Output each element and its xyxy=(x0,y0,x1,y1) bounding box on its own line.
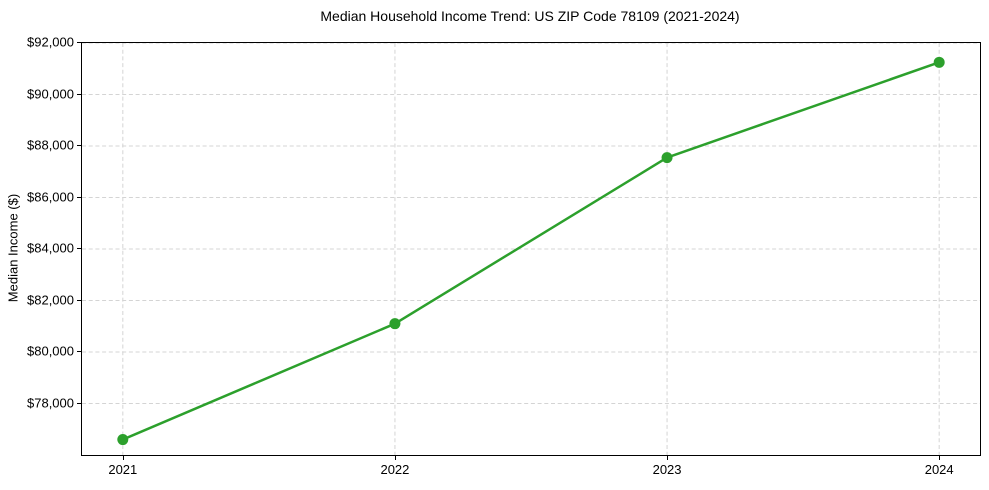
y-tick-mark xyxy=(77,93,81,95)
y-tick-label: $86,000 xyxy=(27,189,74,204)
y-tick-label: $80,000 xyxy=(27,343,74,359)
y-tick-label: $84,000 xyxy=(27,240,74,256)
y-tick-mark xyxy=(77,42,81,43)
y-tick-mark xyxy=(77,299,81,301)
data-point-marker xyxy=(661,152,673,164)
y-tick-mark xyxy=(77,351,81,352)
x-tick-mark xyxy=(667,456,669,460)
y-tick-mark xyxy=(77,196,81,198)
x-tick-mark xyxy=(939,456,941,460)
x-tick-label: 2024 xyxy=(924,462,954,477)
y-tick-label: $88,000 xyxy=(27,137,74,153)
y-tick-label: $82,000 xyxy=(27,292,74,307)
x-tick-mark xyxy=(122,456,124,460)
data-point-marker xyxy=(933,56,945,68)
trend-line xyxy=(121,61,941,441)
plot-area xyxy=(81,42,981,456)
y-tick-mark xyxy=(77,402,81,404)
y-tick-mark xyxy=(77,248,81,249)
chart-title: Median Household Income Trend: US ZIP Co… xyxy=(320,8,740,24)
y-tick-label: $78,000 xyxy=(27,395,74,410)
line-chart-svg xyxy=(82,43,980,455)
x-tick-label: 2021 xyxy=(108,462,138,477)
x-tick-label: 2023 xyxy=(652,462,682,477)
data-point-marker xyxy=(389,318,401,330)
x-tick-mark xyxy=(394,456,396,460)
x-tick-label: 2022 xyxy=(380,462,410,477)
y-tick-label: $90,000 xyxy=(27,86,74,101)
y-tick-label: $92,000 xyxy=(27,34,74,50)
data-point-marker xyxy=(117,434,129,446)
y-tick-mark xyxy=(77,145,81,146)
